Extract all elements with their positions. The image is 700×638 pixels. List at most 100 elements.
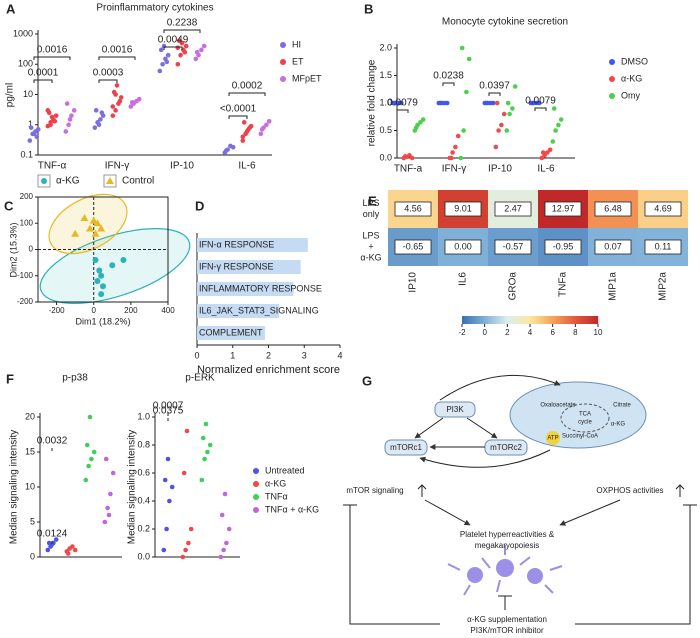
x-tick-label: 2	[266, 350, 271, 360]
data-point	[219, 512, 225, 518]
legend-label: Control	[122, 176, 154, 187]
colorbar-step	[564, 316, 567, 324]
data-point	[181, 470, 187, 476]
value-label: 9.01	[454, 203, 472, 213]
data-point	[53, 113, 59, 118]
data-point	[183, 547, 188, 553]
colorbar-step	[570, 316, 573, 324]
legend-label: Untreated	[265, 465, 305, 475]
value-box	[644, 239, 682, 255]
legend-label: HI	[292, 39, 301, 49]
bar	[197, 304, 280, 318]
colorbar-step	[524, 316, 527, 324]
data-point	[129, 100, 135, 105]
bracket	[442, 82, 455, 86]
data-point	[102, 519, 108, 525]
x-tick-label: IFN-γ	[105, 161, 129, 172]
column-label: MIP1a	[608, 272, 619, 301]
value-box	[444, 201, 482, 217]
y-tick-label: 20	[25, 411, 35, 421]
data-point	[103, 456, 109, 462]
colorbar-step	[542, 316, 545, 324]
y-tick-label: 1000	[13, 28, 33, 38]
data-point	[167, 498, 172, 504]
label: PI3K	[446, 405, 464, 414]
data-point	[169, 484, 175, 490]
data-point	[158, 47, 164, 53]
data-point	[218, 554, 224, 560]
y-tick-label: 100	[18, 59, 33, 69]
colorbar-step	[466, 316, 469, 324]
x-tick-label: IL-6	[537, 164, 555, 175]
x-tick-label: 0	[91, 306, 96, 315]
colorbar-step	[508, 316, 511, 324]
data-point	[89, 456, 94, 462]
label: mTOR signaling	[346, 486, 403, 495]
data-point	[110, 470, 116, 476]
p-value: 0.0079	[387, 98, 418, 109]
value-label: 0.11	[655, 241, 672, 251]
data-point	[84, 442, 90, 448]
data-point	[450, 150, 455, 155]
colorbar-step	[488, 316, 491, 324]
data-point	[165, 52, 171, 58]
chart-title: Monocyte cytokine secretion	[442, 17, 568, 28]
bracket	[488, 92, 501, 96]
y-tick-label: 200	[20, 192, 34, 201]
value-label: 0.07	[604, 241, 622, 251]
diagram: PI3K mTORc1 mTORc2 Oxaloacetate Citrate …	[343, 374, 697, 635]
y-axis-label: Median signaling intensity	[9, 430, 20, 545]
legend-label: α-KG	[621, 73, 642, 83]
y-tick-label: 15	[25, 446, 35, 456]
data-point	[264, 122, 269, 128]
panel-label: B	[364, 1, 373, 16]
data-point	[540, 150, 546, 155]
y-axis-label: relative fold change	[367, 59, 378, 146]
value-label: 6.48	[604, 203, 622, 213]
up-arrow	[417, 484, 427, 497]
data-point	[70, 544, 75, 549]
data-point	[240, 134, 246, 140]
data-point	[49, 542, 55, 547]
bracket	[396, 109, 409, 113]
label: Oxaloacetate	[540, 403, 576, 409]
colorbar-step	[476, 316, 479, 324]
data-point	[202, 456, 207, 462]
bracket	[98, 56, 136, 60]
colorbar-step	[484, 316, 487, 324]
colorbar-step	[584, 316, 587, 324]
legend-marker	[280, 76, 286, 82]
colorbar-step	[486, 316, 489, 324]
y-tick-label: 2.0	[379, 42, 392, 52]
y-tick-label: 0.6	[137, 467, 150, 477]
panel-label: D	[195, 198, 204, 213]
colorbar-step	[490, 316, 493, 324]
panel-label: E	[368, 193, 377, 208]
legend-marker	[609, 59, 615, 65]
colorbar-step	[576, 316, 579, 324]
data-point	[224, 540, 229, 546]
x-tick-label: IL-6	[238, 161, 256, 172]
data-point	[464, 89, 469, 95]
arrow	[466, 417, 498, 439]
x-axis-label: Normalized enrichment score	[197, 364, 340, 376]
data-point	[183, 43, 189, 49]
data-point	[556, 122, 561, 128]
colorbar-step	[470, 316, 473, 324]
legend-box	[37, 174, 51, 188]
data-point	[558, 117, 564, 122]
y-tick-label: 0.8	[137, 439, 150, 449]
data-point	[83, 477, 89, 483]
legend-marker	[280, 59, 286, 65]
legend-marker	[253, 468, 259, 474]
data-point	[391, 100, 397, 106]
data-point	[65, 551, 71, 556]
data-point	[98, 117, 103, 122]
bracket	[163, 46, 183, 50]
colorbar-step	[528, 316, 531, 324]
colorbar-step	[566, 316, 569, 324]
p-value: 0.0007	[153, 401, 184, 412]
data-point	[80, 214, 89, 221]
data-point	[164, 526, 169, 532]
colorbar-step	[574, 316, 577, 324]
